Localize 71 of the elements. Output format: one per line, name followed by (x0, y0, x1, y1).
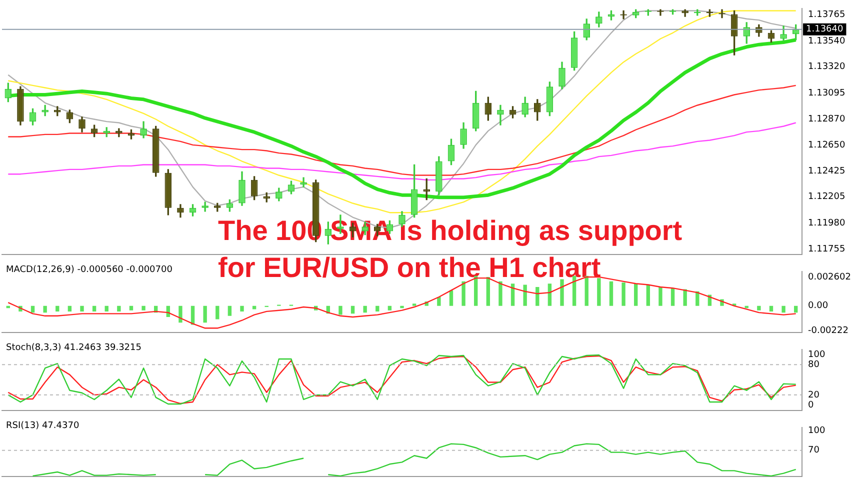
y-tick-label: 70 (808, 446, 820, 456)
y-tick-label: 1.13320 (808, 62, 846, 72)
bar (228, 306, 232, 316)
bar (80, 306, 84, 312)
bar (30, 306, 35, 313)
bar (658, 286, 662, 306)
bar (486, 276, 490, 306)
bar (474, 276, 478, 306)
bar (523, 284, 527, 306)
y-tick-label: 1.12650 (808, 140, 846, 150)
bar (782, 306, 786, 313)
y-tick-label: -0.00222 (808, 326, 848, 336)
bar (104, 306, 108, 312)
y-tick-label: 20 (808, 390, 820, 400)
y-tick-label: 100 (808, 350, 826, 360)
bar (216, 306, 220, 320)
bar (178, 306, 182, 323)
bar (56, 306, 60, 312)
bar (400, 306, 404, 308)
bar (769, 306, 774, 312)
bar (536, 286, 540, 306)
y-tick-label: 1.12205 (808, 192, 846, 202)
bar (597, 278, 601, 306)
bar (350, 306, 355, 314)
bar (510, 284, 515, 306)
bar (462, 281, 466, 306)
bar (92, 306, 96, 312)
bar (388, 306, 392, 310)
bar (437, 296, 441, 306)
bar (240, 306, 244, 312)
bar (338, 306, 342, 315)
bar (43, 306, 47, 313)
chart-title: Stoch(8,3,3) 41.2463 39.3215 (6, 343, 142, 353)
bar (376, 306, 380, 312)
bar (560, 279, 564, 306)
bar (622, 282, 626, 306)
bar (757, 306, 761, 310)
chart-title: MACD(12,26,9) -0.000560 -0.000700 (6, 265, 172, 275)
bar (609, 281, 614, 306)
ref-line-label: 1.13640 (806, 24, 844, 35)
bar (203, 306, 207, 323)
bar (129, 306, 134, 310)
y-tick-label: 80 (808, 360, 820, 370)
y-tick-label: 1.12870 (808, 114, 846, 125)
chart-title: RSI(13) 47.4370 (6, 421, 80, 431)
bar (683, 289, 687, 306)
y-tick-label: 100 (808, 426, 826, 436)
bar (363, 306, 367, 313)
bar (68, 306, 72, 312)
bar (142, 306, 146, 310)
bar (449, 290, 454, 306)
bar (646, 284, 650, 306)
bar (634, 284, 638, 306)
candlestick (202, 202, 208, 212)
bar (794, 306, 798, 313)
y-tick-label: 0.00 (808, 301, 828, 312)
y-tick-label: 1.11980 (808, 218, 846, 228)
bar (117, 306, 121, 312)
y-tick-label: 0.002602 (808, 272, 851, 282)
y-tick-label: 1.13540 (808, 36, 846, 46)
bar (498, 281, 502, 306)
y-tick-label: 1.11755 (808, 244, 846, 255)
bar (548, 284, 552, 306)
y-tick-label: 1.12425 (808, 166, 846, 177)
y-tick-label: 0 (808, 400, 814, 410)
bar (572, 276, 576, 306)
bar (670, 288, 675, 306)
bar (584, 276, 588, 306)
candlestick (497, 104, 504, 126)
y-tick-label: 1.13095 (808, 88, 846, 98)
y-tick-label: 1.13765 (808, 10, 846, 20)
